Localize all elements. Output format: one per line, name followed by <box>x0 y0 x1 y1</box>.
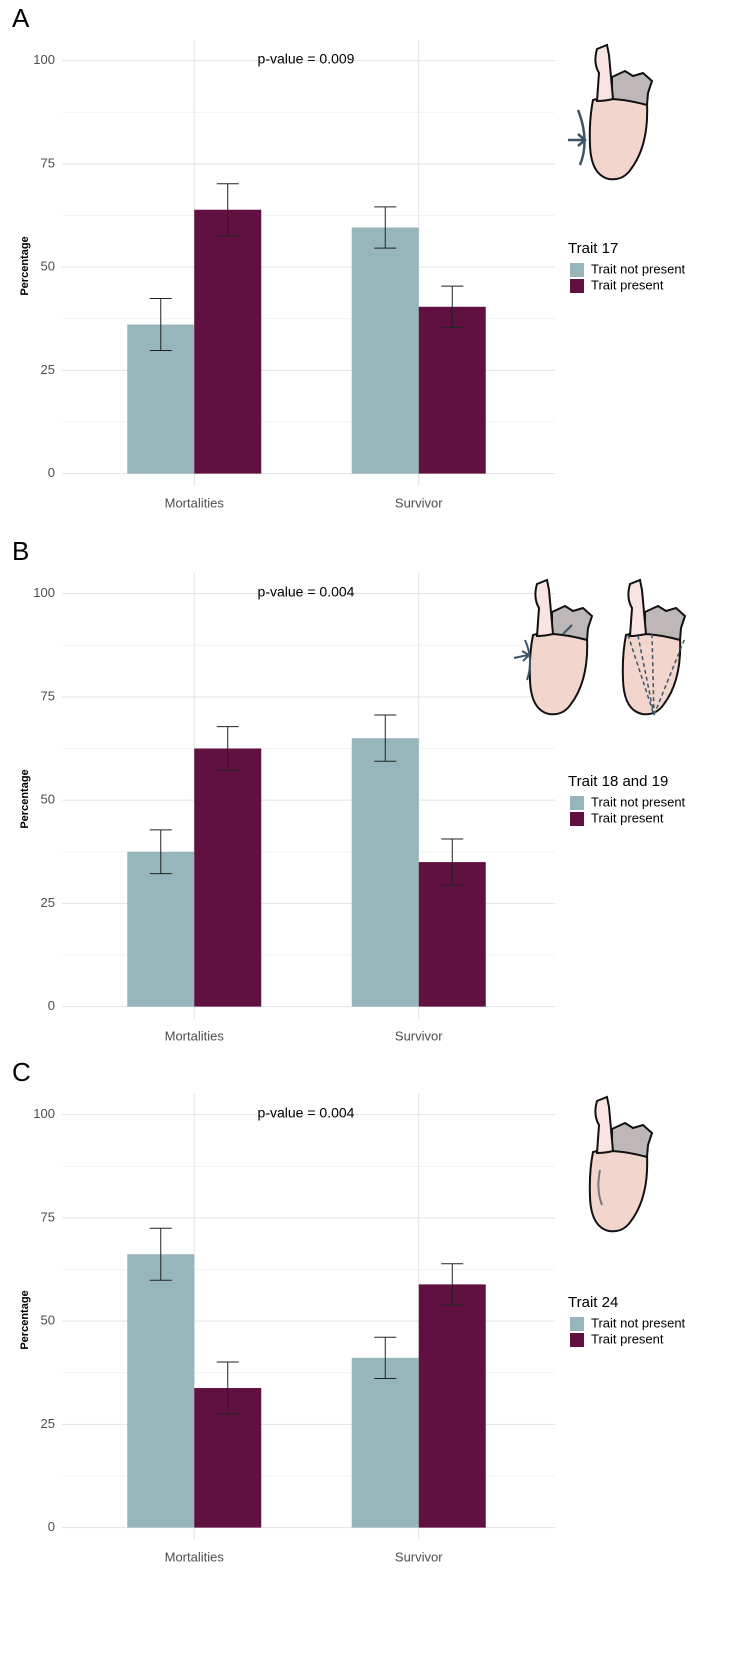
legend-label: Trait not present <box>591 1315 686 1330</box>
panel-label: B <box>12 536 29 566</box>
legend-swatch <box>570 1333 584 1347</box>
y-tick-label: 0 <box>48 1519 55 1534</box>
bar <box>352 227 419 473</box>
annotation: p-value = 0.004 <box>258 584 355 600</box>
y-tick-label: 75 <box>41 155 55 170</box>
heart-illustration <box>590 1097 652 1231</box>
y-tick-label: 50 <box>41 792 55 807</box>
y-tick-label: 75 <box>41 1209 55 1224</box>
y-tick-label: 25 <box>41 362 55 377</box>
figure: 0 25 50 75 100 Mortalities Survivor Trait not p… <box>0 0 739 1675</box>
annotation: p-value = 0.004 <box>258 1105 355 1121</box>
x-tick-label: Survivor <box>395 495 443 510</box>
y-tick-label: 100 <box>33 52 55 67</box>
y-tick-label: 100 <box>33 585 55 600</box>
legend-label: Trait present <box>591 810 664 825</box>
y-tick-label: 75 <box>41 688 55 703</box>
bar <box>194 210 261 474</box>
y-tick-label: 25 <box>41 1416 55 1431</box>
legend-title: Trait 17 <box>568 240 618 257</box>
x-tick-label: Survivor <box>395 1549 443 1564</box>
y-tick-label: 100 <box>33 1106 55 1121</box>
y-tick-label: 50 <box>41 1313 55 1328</box>
legend-label: Trait not present <box>591 794 686 809</box>
bar <box>419 307 486 474</box>
x-tick-label: Mortalities <box>165 1028 225 1043</box>
x-tick-label: Mortalities <box>165 495 225 510</box>
bar <box>352 738 419 1006</box>
panel-label: A <box>12 3 30 33</box>
bar <box>127 1254 194 1527</box>
legend-swatch <box>570 796 584 810</box>
bar <box>127 852 194 1007</box>
legend-swatch <box>570 279 584 293</box>
bar <box>419 1284 486 1527</box>
legend-swatch <box>570 1317 584 1331</box>
heart-illustration <box>568 45 652 179</box>
x-tick-label: Survivor <box>395 1028 443 1043</box>
y-axis-label: Percentage <box>19 236 31 295</box>
heart-illustration <box>514 580 685 715</box>
chart-panel: 0 25 50 75 100 Mortalities Survivor Trait not p… <box>12 3 686 511</box>
legend-title: Trait 18 and 19 <box>568 773 668 790</box>
legend-label: Trait present <box>591 1331 664 1346</box>
legend-label: Trait not present <box>591 261 686 276</box>
x-tick-label: Mortalities <box>165 1549 225 1564</box>
annotation: p-value = 0.009 <box>258 51 355 67</box>
legend-title: Trait 24 <box>568 1294 618 1311</box>
y-axis-label: Percentage <box>19 1290 31 1349</box>
y-tick-label: 25 <box>41 895 55 910</box>
legend-label: Trait present <box>591 277 664 292</box>
chart-panel: 0 25 50 75 100 Mortalities Survivor Trait not p… <box>12 1057 686 1565</box>
y-tick-label: 0 <box>48 465 55 480</box>
bar <box>194 749 261 1007</box>
panel-label: C <box>12 1057 31 1087</box>
y-axis-label: Percentage <box>19 769 31 828</box>
legend-swatch <box>570 812 584 826</box>
y-tick-label: 50 <box>41 259 55 274</box>
bar <box>352 1358 419 1528</box>
legend-swatch <box>570 263 584 277</box>
y-tick-label: 0 <box>48 998 55 1013</box>
